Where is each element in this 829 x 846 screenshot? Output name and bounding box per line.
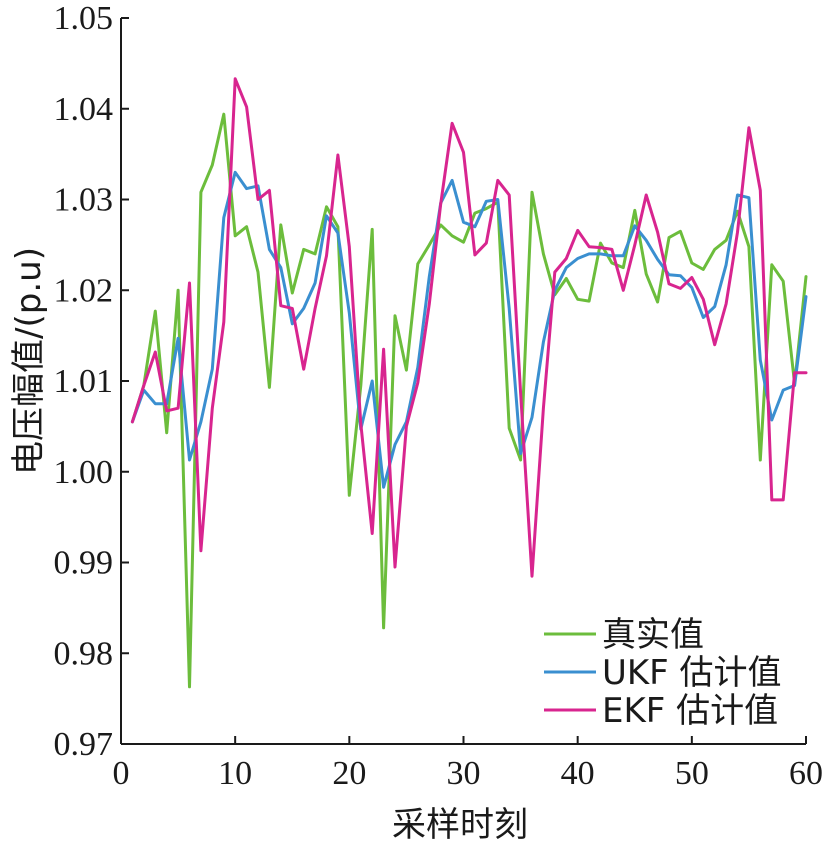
y-tick-label: 1.02 [54,272,114,309]
x-tick-label: 20 [332,755,366,792]
series-true-value-line [130,112,808,689]
y-tick-label: 1.00 [54,454,114,491]
y-tick-label: 0.97 [54,726,114,763]
plot-lines [130,77,808,689]
series-ekf-line [130,77,808,578]
y-tick-label: 1.04 [54,91,114,128]
x-axis-title: 采样时刻 [392,805,528,845]
x-tick-label: 10 [218,755,252,792]
y-axis-title: 电压幅值/(p.u) [9,247,49,475]
y-tick-label: 0.98 [54,635,114,672]
y-tick-label: 1.03 [54,182,114,219]
y-tick-label: 0.99 [54,545,114,582]
legend-label-true: 真实值 [602,615,704,655]
ticks: 0.97 0.98 0.99 1.00 1.01 1.02 1.03 1.04 1.05 0 10 2… [54,0,824,792]
x-tick-label: 0 [113,755,130,792]
x-tick-label: 30 [447,755,481,792]
y-tick-label: 1.01 [54,363,114,400]
legend-label-ukf: UKF 估计值 [602,653,782,693]
legend-label-ekf: EKF 估计值 [602,691,778,731]
y-tick-label: 1.05 [54,0,114,37]
series-ukf-line [130,170,808,489]
x-tick-label: 60 [789,755,823,792]
x-tick-label: 50 [675,755,709,792]
x-tick-label: 40 [561,755,595,792]
